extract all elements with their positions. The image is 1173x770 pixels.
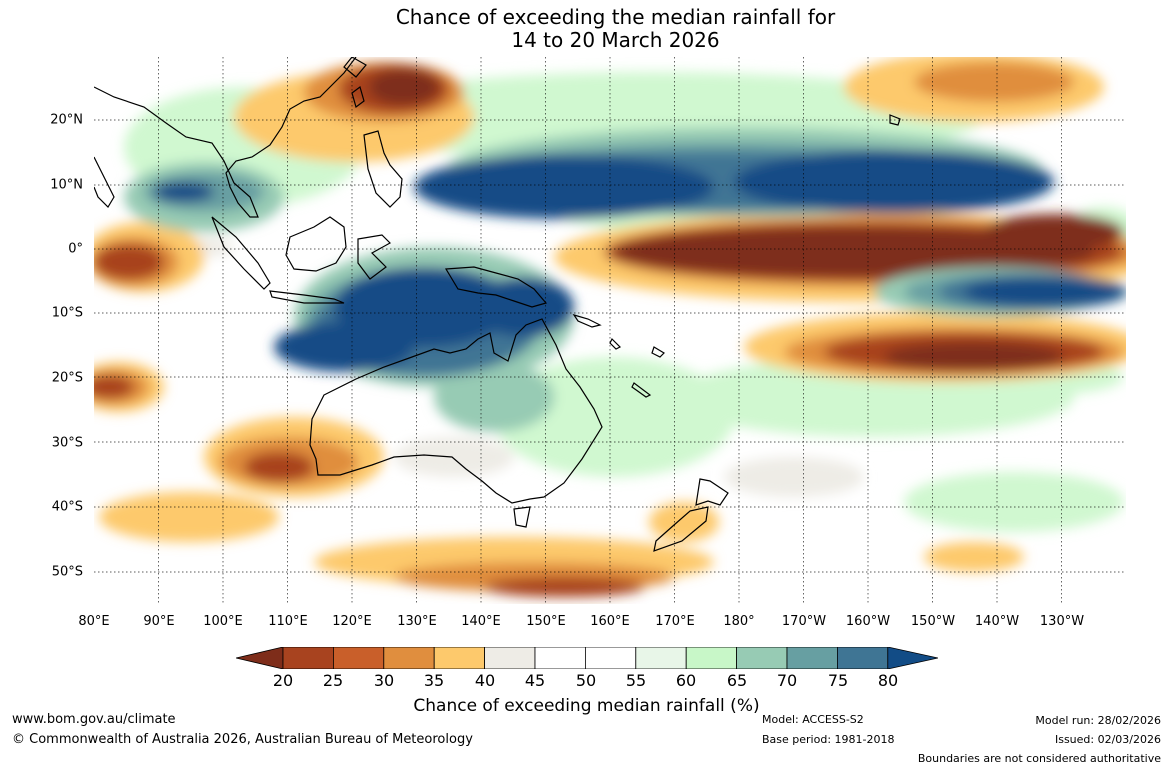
lon-label-90e: 90°E <box>143 614 175 629</box>
colorbar-tick-80: 80 <box>877 671 899 690</box>
lon-label-100e: 100°E <box>203 614 243 629</box>
lon-label-110e: 110°E <box>268 614 308 629</box>
lon-label-150e: 150°E <box>526 614 566 629</box>
lon-label-130e: 130°E <box>397 614 437 629</box>
map-title-line1: Chance of exceeding the median rainfall … <box>395 5 836 29</box>
lat-label-10s: 10°S <box>51 305 83 321</box>
map-title-line2: 14 to 20 March 2026 <box>511 28 720 52</box>
footer-copyright: © Commonwealth of Australia 2026, Austra… <box>12 732 473 747</box>
lon-label-140w: 140°W <box>974 614 1020 629</box>
colorbar-swatch-35-40 <box>433 647 485 669</box>
colorbar-tick-30: 30 <box>373 671 395 690</box>
lon-label-180: 180° <box>723 614 755 629</box>
colorbar-swatch-70-75 <box>786 647 838 669</box>
colorbar-swatch-75-80 <box>837 647 889 669</box>
colorbar-tick-60: 60 <box>675 671 697 690</box>
lon-label-130w: 130°W <box>1039 614 1085 629</box>
lon-label-150w: 150°W <box>910 614 956 629</box>
lat-label-10n: 10°N <box>50 177 83 193</box>
colorbar-tick-75: 75 <box>827 671 849 690</box>
footer-boundaries-note: Boundaries are not considered authoritat… <box>917 752 1161 765</box>
colorbar-swatch-30-35 <box>383 647 435 669</box>
colorbar-tick-50: 50 <box>575 671 597 690</box>
colorbar-arrow-low <box>236 647 284 669</box>
rainfall-map <box>94 57 1126 604</box>
colorbar-swatch-40-45 <box>484 647 536 669</box>
colorbar-swatch-20-25 <box>282 647 334 669</box>
colorbar-swatch-45-50 <box>534 647 586 669</box>
colorbar <box>236 647 938 669</box>
lat-label-50s: 50°S <box>51 564 83 580</box>
footer-model-run: Model run: 28/02/2026 <box>1035 714 1161 727</box>
colorbar-tick-25: 25 <box>322 671 344 690</box>
lon-label-170e: 170°E <box>655 614 695 629</box>
lon-label-170w: 170°W <box>781 614 827 629</box>
footer-issued: Issued: 02/03/2026 <box>1054 733 1161 746</box>
footer-model: Model: ACCESS-S2 <box>762 713 864 726</box>
probability-fields <box>94 57 1126 597</box>
lat-label-30s: 30°S <box>51 435 83 451</box>
colorbar-tick-70: 70 <box>776 671 798 690</box>
colorbar-tick-65: 65 <box>726 671 748 690</box>
lon-label-160w: 160°W <box>845 614 891 629</box>
colorbar-swatch-60-65 <box>685 647 738 669</box>
colorbar-swatch-55-60 <box>635 647 687 669</box>
colorbar-tick-35: 35 <box>423 671 445 690</box>
colorbar-tick-20: 20 <box>272 671 294 690</box>
lat-label-0: 0° <box>68 241 83 257</box>
graticule <box>94 57 1126 604</box>
colorbar-swatch-65-70 <box>736 647 788 669</box>
coastlines <box>94 57 901 552</box>
rainfall-map-canvas <box>94 57 1126 604</box>
colorbar-tick-40: 40 <box>474 671 496 690</box>
footer-website[interactable]: www.bom.gov.au/climate <box>12 712 176 727</box>
colorbar-title: Chance of exceeding median rainfall (%) <box>413 696 760 716</box>
colorbar-tick-55: 55 <box>625 671 647 690</box>
footer-base-period: Base period: 1981-2018 <box>762 733 895 746</box>
colorbar-swatch-25-30 <box>333 647 385 669</box>
lat-label-20n: 20°N <box>50 112 83 128</box>
lon-label-80e: 80°E <box>78 614 110 629</box>
colorbar-swatch-50-55 <box>584 647 637 669</box>
lon-label-120e: 120°E <box>332 614 372 629</box>
colorbar-tick-45: 45 <box>524 671 546 690</box>
lat-label-40s: 40°S <box>51 499 83 515</box>
lat-label-20s: 20°S <box>51 370 83 386</box>
colorbar-arrow-high <box>887 647 938 669</box>
lon-label-140e: 140°E <box>461 614 501 629</box>
lon-label-160e: 160°E <box>590 614 630 629</box>
